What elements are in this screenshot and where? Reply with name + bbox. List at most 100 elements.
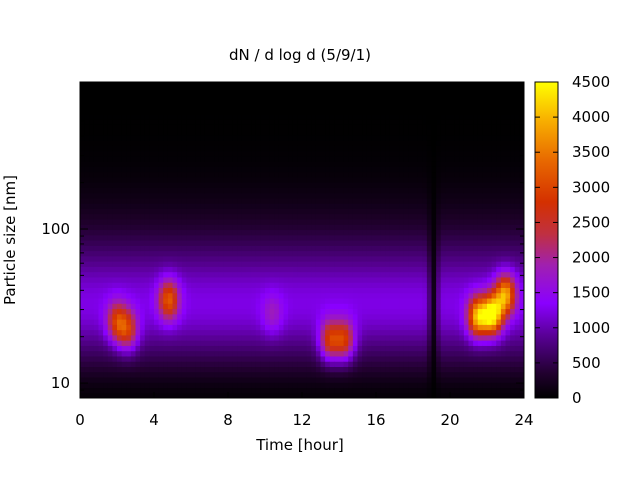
heatmap-cell [214,282,220,288]
heatmap-cell [417,245,423,252]
heatmap-cell [232,371,238,378]
heatmap-cell [121,282,127,288]
heatmap-cell [80,97,86,104]
heatmap-cell [126,166,132,173]
heatmap-cell [214,329,220,336]
heatmap-cell [260,113,266,120]
heatmap-cell [200,350,206,357]
heatmap-cell [288,266,294,273]
heatmap-cell [436,371,442,378]
heatmap-cell [306,266,312,273]
heatmap-cell [130,97,137,104]
heatmap-cell [366,297,372,304]
heatmap-cell [454,324,460,331]
heatmap-cell [80,166,86,173]
heatmap-cell [84,261,90,267]
heatmap-cell [135,182,141,188]
heatmap-cell [80,124,86,130]
heatmap-cell [140,292,146,299]
heatmap-cell [431,134,437,141]
heatmap-cell [297,308,303,315]
heatmap-cell [362,161,368,167]
heatmap-cell [445,92,451,99]
heatmap-cell [237,82,243,88]
heatmap-cell [177,334,183,341]
heatmap-cell [278,382,285,389]
heatmap-cell [251,213,257,220]
heatmap-cell [292,319,298,325]
heatmap-cell [84,234,90,241]
heatmap-cell [117,82,123,88]
heatmap-cell [292,113,298,120]
heatmap-cell [255,287,261,294]
heatmap-cell [339,334,345,341]
heatmap-cell [232,271,238,278]
heatmap-cell [454,287,460,294]
heatmap-cell [283,255,289,262]
heatmap-cell [440,297,446,304]
heatmap-cell [292,334,298,341]
heatmap-cell [177,303,183,310]
heatmap-cell [218,103,224,109]
heatmap-cell [107,255,113,262]
heatmap-cell [93,182,100,188]
heatmap-cell [121,255,127,262]
heatmap-cell [126,345,132,352]
heatmap-cell [204,139,211,146]
heatmap-cell [380,145,386,152]
heatmap-cell [325,382,331,389]
heatmap-cell [371,340,377,346]
heatmap-cell [352,150,359,157]
heatmap-cell [339,271,345,278]
heatmap-cell [325,145,331,152]
heatmap-cell [385,224,391,231]
heatmap-cell [117,108,123,115]
heatmap-cell [255,208,261,215]
heatmap-cell [269,208,275,215]
heatmap-cell [302,234,308,241]
heatmap-cell [440,197,446,204]
heatmap-cell [144,313,150,320]
heatmap-cell [445,171,451,178]
heatmap-cell [348,124,354,130]
heatmap-cell [200,234,206,241]
heatmap-cell [376,124,382,130]
heatmap-cell [408,82,414,88]
heatmap-cell [343,340,349,346]
heatmap-cell [320,92,326,99]
heatmap-cell [376,139,382,146]
heatmap-cell [320,366,326,373]
heatmap-cell [204,108,211,115]
heatmap-cell [172,261,178,267]
heatmap-cell [255,166,261,173]
heatmap-cell [255,366,261,373]
heatmap-cell [107,82,113,88]
heatmap-cell [376,361,382,367]
heatmap-cell [315,250,322,257]
heatmap-cell [315,334,322,341]
heatmap-cell [107,292,113,299]
heatmap-cell [237,361,243,367]
heatmap-cell [154,229,160,236]
heatmap-cell [84,319,90,325]
heatmap-cell [274,319,280,325]
heatmap-cell [154,82,160,88]
heatmap-cell [445,203,451,209]
heatmap-cell [334,361,340,367]
heatmap-cell [380,240,386,246]
heatmap-cell [302,208,308,215]
heatmap-cell [232,324,238,331]
heatmap-cell [167,255,174,262]
heatmap-cell [260,176,266,183]
heatmap-cell [315,392,322,398]
heatmap-cell [149,271,155,278]
heatmap-cell [181,161,187,167]
heatmap-cell [278,92,285,99]
heatmap-cell [389,355,396,362]
heatmap-cell [352,208,359,215]
heatmap-cell [403,376,409,383]
heatmap-cell [177,271,183,278]
heatmap-cell [343,287,349,294]
heatmap-cell [223,276,229,283]
heatmap-cell [283,213,289,220]
